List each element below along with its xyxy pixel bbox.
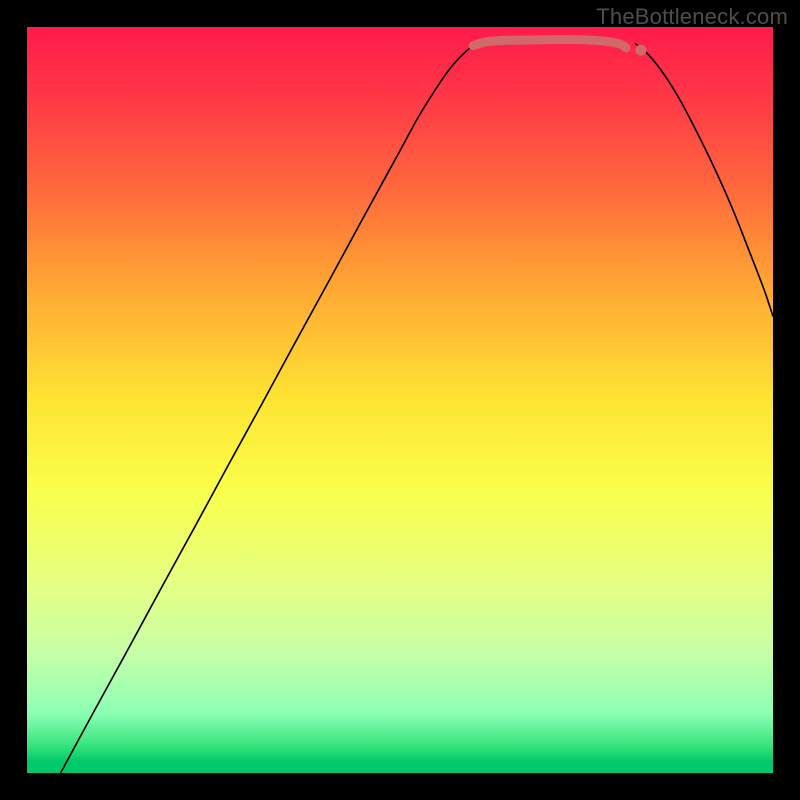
curves-layer: [27, 27, 773, 773]
plot-area: [27, 27, 773, 773]
chart-frame: TheBottleneck.com: [0, 0, 800, 800]
left-curve-line: [61, 44, 477, 773]
right-curve-line: [635, 43, 773, 316]
trough-highlight-line: [473, 40, 626, 48]
trough-marker-dot: [635, 45, 646, 56]
